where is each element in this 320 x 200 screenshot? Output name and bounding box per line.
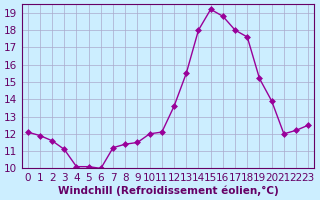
X-axis label: Windchill (Refroidissement éolien,°C): Windchill (Refroidissement éolien,°C) [58,185,278,196]
